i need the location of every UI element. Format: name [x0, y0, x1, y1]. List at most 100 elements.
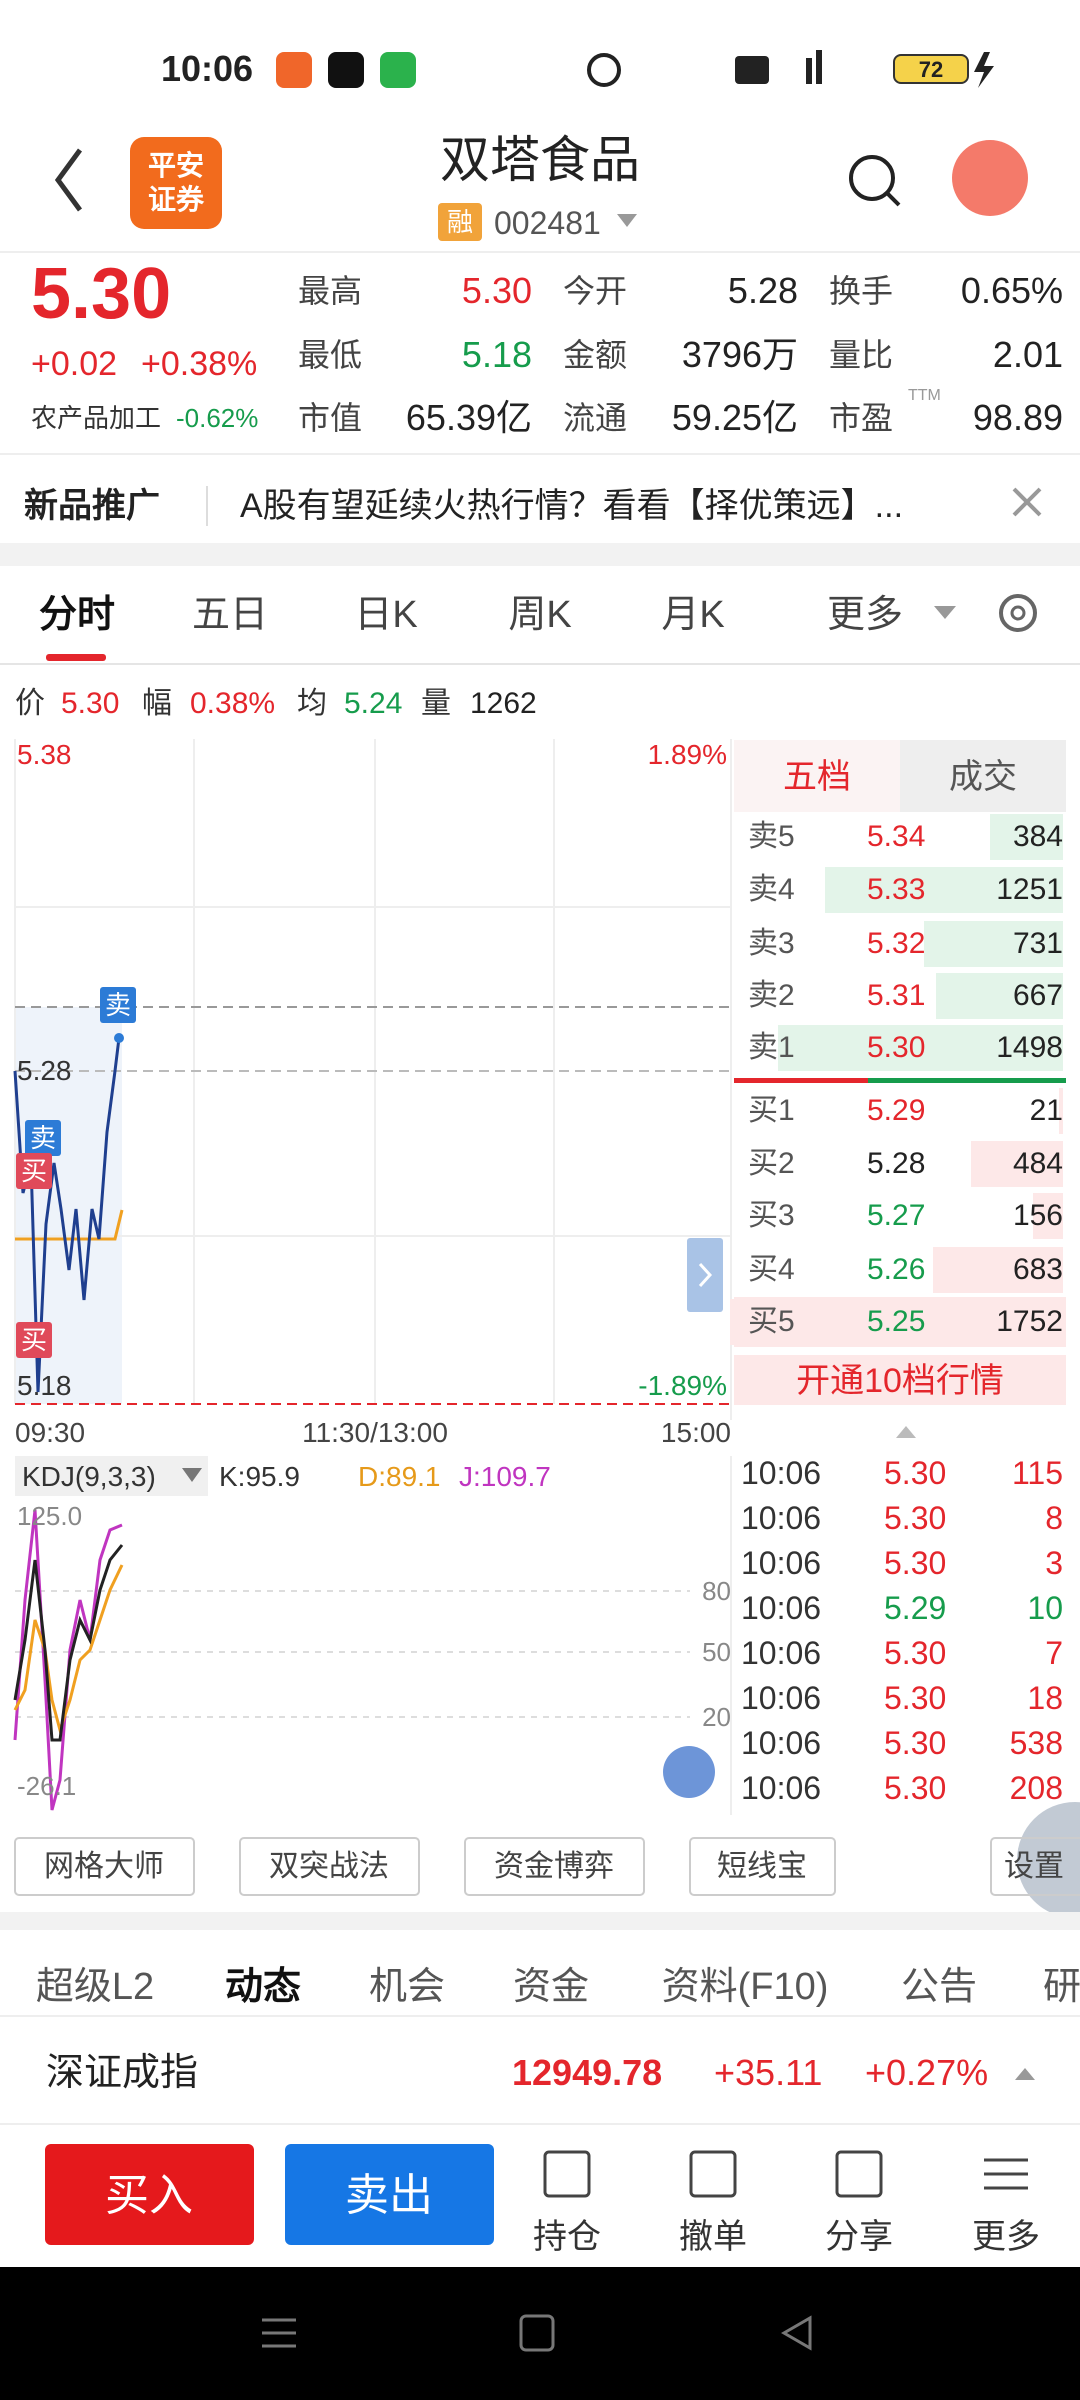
- kdj-axis-label: 50: [702, 1637, 731, 1667]
- trade-price: 5.30: [884, 1500, 947, 1536]
- indicator-name[interactable]: KDJ(9,3,3): [22, 1461, 156, 1492]
- book-volume: 731: [1012, 927, 1063, 960]
- book-separator: [868, 1078, 1066, 1083]
- search-icon[interactable]: [849, 155, 895, 201]
- volume-bar: [1059, 1088, 1063, 1134]
- chart-tab[interactable]: 分时: [38, 594, 116, 636]
- info-value: 5.30: [61, 687, 120, 720]
- book-label: 买4: [748, 1253, 795, 1286]
- search-icon: [885, 191, 901, 207]
- tab-bg: [734, 740, 900, 812]
- book-price: 5.26: [867, 1253, 926, 1286]
- floating-avatar[interactable]: [1017, 1802, 1080, 1918]
- chart-tab[interactable]: 更多: [826, 594, 904, 636]
- book-tab[interactable]: 五档: [783, 758, 851, 796]
- trade-volume: 18: [1027, 1680, 1063, 1716]
- nav-bar: [0, 2267, 1080, 2400]
- stat-value: 65.39亿: [405, 397, 532, 438]
- collapse-icon[interactable]: [896, 1426, 916, 1438]
- battery-level: 72: [918, 57, 944, 82]
- action-item[interactable]: 分享: [825, 2218, 893, 2256]
- sell-button[interactable]: [285, 2144, 494, 2245]
- tool-button[interactable]: 网格大师: [44, 1850, 164, 1883]
- action-item[interactable]: 持仓: [533, 2218, 601, 2256]
- info-tab[interactable]: 超级L2: [35, 1966, 155, 2008]
- tool-button[interactable]: 短线宝: [717, 1850, 807, 1883]
- book-tab[interactable]: 成交: [949, 758, 1017, 796]
- settings-icon: [1010, 605, 1026, 621]
- stat-value: 59.25亿: [671, 397, 798, 438]
- chart-tab[interactable]: 月K: [661, 594, 725, 636]
- trade-volume: 8: [1045, 1500, 1063, 1536]
- trade-price: 5.30: [884, 1725, 947, 1761]
- stat-value: 2.01: [992, 334, 1063, 375]
- k-line: [13, 1544, 124, 1742]
- avatar[interactable]: [952, 140, 1028, 216]
- kdj-axis-label: -26.1: [17, 1771, 77, 1801]
- tool-button[interactable]: 资金博弈: [494, 1850, 614, 1883]
- book-label: 卖2: [748, 979, 795, 1012]
- fullscreen-button[interactable]: [663, 1746, 715, 1798]
- upgrade-bg[interactable]: [734, 1355, 1066, 1405]
- chart-tab[interactable]: 日K: [354, 594, 418, 636]
- book-label: 卖1: [748, 1031, 795, 1064]
- chart-tab[interactable]: 周K: [508, 594, 572, 636]
- book-volume: 384: [1012, 820, 1063, 853]
- expand-tab[interactable]: [687, 1238, 723, 1312]
- info-tab[interactable]: 机会: [368, 1966, 446, 2008]
- signal-icon: [816, 50, 822, 84]
- time-label: 11:30/13:00: [302, 1417, 448, 1448]
- badge-bg: [438, 203, 482, 241]
- info-tab[interactable]: 公告: [900, 1966, 978, 2008]
- upgrade-link[interactable]: 开通10档行情: [796, 1362, 1004, 1400]
- margin-badge: 融: [446, 207, 474, 237]
- stat-value: 3796万: [681, 334, 798, 375]
- buy-button[interactable]: [45, 2144, 254, 2245]
- promo-text[interactable]: A股有望延续火热行情？看看【择优策远】...: [240, 487, 904, 525]
- trade-time: 10:06: [741, 1590, 822, 1626]
- dropdown-icon[interactable]: [934, 606, 956, 619]
- kdj-grid: [15, 1590, 690, 1718]
- expand-icon: [698, 1262, 713, 1288]
- info-tab[interactable]: 研: [1042, 1966, 1080, 2008]
- time-label: 15:00: [660, 1417, 731, 1448]
- back-icon[interactable]: [54, 148, 83, 212]
- volume-bar: [936, 973, 1063, 1019]
- action-item[interactable]: 撤单: [679, 2218, 747, 2256]
- action-item[interactable]: 更多: [972, 2218, 1040, 2256]
- dropdown-icon[interactable]: [617, 214, 637, 227]
- tool-button[interactable]: 设置: [1004, 1850, 1064, 1883]
- trade-time: 10:06: [741, 1680, 822, 1716]
- price-change: +0.02: [31, 345, 118, 383]
- info-tab[interactable]: 动态: [224, 1966, 302, 2008]
- volume-bar: [924, 921, 1063, 967]
- book-label: 买1: [748, 1094, 795, 1127]
- stat-label: 市盈: [829, 400, 894, 436]
- close-icon: [1012, 487, 1042, 517]
- book-label: 买5: [748, 1305, 795, 1338]
- index-name: 深证成指: [46, 2052, 199, 2094]
- trade-price: 5.30: [884, 1545, 947, 1581]
- book-separator: [734, 1078, 868, 1083]
- info-tab[interactable]: 资金: [512, 1966, 590, 2008]
- volume-bar: [778, 1025, 1063, 1071]
- buy-label[interactable]: 买入: [105, 2171, 193, 2220]
- expand-icon[interactable]: [1015, 2068, 1035, 2080]
- book-price: 5.29: [867, 1094, 926, 1127]
- book-label: 卖3: [748, 927, 795, 960]
- stat-label: 最低: [298, 337, 363, 373]
- sell-label[interactable]: 卖出: [345, 2171, 433, 2220]
- price-dot: [114, 1033, 124, 1043]
- stat-label: 换手: [829, 273, 894, 309]
- alarm-icon: [587, 53, 621, 87]
- kdj-selector[interactable]: [15, 1456, 208, 1496]
- tool-button[interactable]: 双突战法: [269, 1850, 389, 1883]
- price-axis-label: 5.18: [17, 1370, 72, 1401]
- trade-price: 5.30: [884, 1455, 947, 1491]
- chart-tab[interactable]: 五日: [191, 594, 269, 636]
- trade-time: 10:06: [741, 1500, 822, 1536]
- settings-icon[interactable]: [999, 594, 1037, 632]
- status-time: 10:06: [161, 48, 254, 89]
- info-tab[interactable]: 资料(F10): [661, 1966, 829, 2008]
